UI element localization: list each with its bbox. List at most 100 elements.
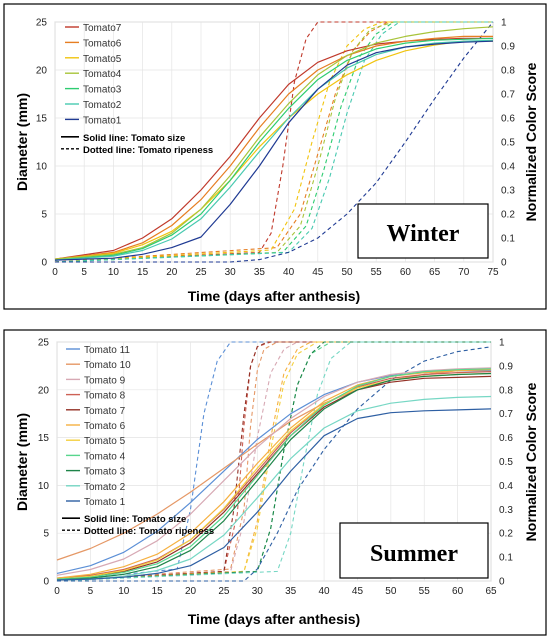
summer-y2-tick-label: 1 [499,338,505,349]
winter-x-tick-label: 35 [254,267,266,278]
summer-legend-note-solid: Solid line: Tomato size [84,514,186,525]
summer-tomato10-ripeness-line [56,341,491,582]
summer-y-tick-label: 0 [43,577,49,588]
winter-y-axis-label: Diameter (mm) [14,93,30,191]
winter-y2-tick-label: 0.3 [501,186,515,197]
winter-y2-tick-label: 1 [501,18,507,29]
summer-legend-entry: Tomato 11 [84,345,130,356]
winter-tomato4-size-line [54,26,494,260]
winter-season-box [357,203,489,259]
summer-x-tick-label: 65 [485,586,497,597]
winter-legend-entry: Tomato3 [83,85,122,96]
summer-tomato8-size-line [56,371,492,579]
summer-tomato4-size-line [56,368,492,580]
winter-y-tick-label: 20 [36,66,48,77]
summer-y2-tick-label: 0.8 [499,385,513,396]
summer-y-tick-label: 5 [43,529,49,540]
summer-tomato6-ripeness-line [56,341,491,582]
winter-x-tick-label: 45 [312,267,324,278]
summer-tomato7-ripeness-line [56,341,491,582]
summer-panel-frame [3,329,547,636]
winter-y2-tick-label: 0.4 [501,162,515,173]
summer-tomato9-ripeness-line [56,341,491,582]
summer-x-tick-label: 10 [118,586,130,597]
winter-y2-tick-label: 0.5 [501,138,515,149]
winter-x-tick-label: 5 [81,267,87,278]
summer-ripeness-lines [56,341,492,582]
summer-tomato6-size-line [56,369,492,579]
winter-legend-entry: Tomato4 [83,69,122,80]
summer-y-axis-label: Diameter (mm) [14,413,30,511]
winter-y2-axis-label: Normalized Color Score [523,62,539,221]
summer-legend-entry: Tomato 8 [84,391,126,402]
winter-x-tick-label: 50 [341,267,353,278]
winter-legend: Tomato7 Tomato6 Tomato5 Tomato4 Tomato3 Tomat… [61,23,213,156]
winter-legend-entry: Tomato1 [83,115,122,126]
winter-x-tick-label: 60 [400,267,412,278]
summer-y-tick-label: 20 [38,385,50,396]
summer-legend-entry: Tomato 1 [84,497,126,508]
winter-x-tick-label: 10 [108,267,120,278]
summer-y2-tick-label: 0.1 [499,553,513,564]
winter-x-axis-label: Time (days after anthesis) [188,288,360,304]
summer-y2-tick-label: 0 [499,577,505,588]
winter-tomato1-ripeness-line [55,21,494,263]
summer-y2-tick-label: 0.7 [499,409,513,420]
winter-tomato3-size-line [54,37,494,261]
winter-y-ticks: 0 5 10 15 20 25 [36,18,48,269]
summer-legend: Tomato 11 Tomato 10 Tomato 9 Tomato 8 Tomato… [62,345,214,537]
winter-x-tick-label: 40 [283,267,295,278]
winter-x-tick-label: 65 [429,267,441,278]
winter-tomato3-ripeness-line [54,21,493,263]
summer-legend-entry: Tomato 6 [84,421,126,432]
winter-y-tick-label: 0 [41,258,47,269]
winter-y2-tick-label: 0.2 [501,210,515,221]
summer-tomato1-size-line [56,408,492,581]
winter-y2-tick-label: 0.6 [501,114,515,125]
winter-legend-entry: Tomato5 [83,54,122,65]
summer-tomato11-ripeness-line [56,341,491,582]
summer-y2-tick-label: 0.6 [499,433,513,444]
summer-y-tick-label: 10 [38,481,50,492]
winter-tomato2-ripeness-line [54,21,493,263]
summer-y2-tick-label: 0.2 [499,529,513,540]
summer-tomato1-ripeness-line [57,346,492,582]
winter-tomato4-ripeness-line [54,21,493,263]
summer-y2-tick-label: 0.5 [499,457,513,468]
winter-y-tick-label: 25 [36,18,48,29]
summer-y-tick-label: 15 [38,433,50,444]
summer-y2-tick-label: 0.9 [499,361,513,372]
summer-legend-entry: Tomato 10 [84,360,131,371]
winter-tomato7-size-line [54,37,493,260]
winter-x-tick-label: 30 [225,267,237,278]
summer-tomato9-size-line [56,367,492,576]
summer-x-axis-label: Time (days after anthesis) [188,611,360,627]
summer-tomato7-size-line [56,375,492,580]
winter-season-label: Winter [387,221,460,247]
winter-x-tick-label: 75 [487,267,499,278]
winter-tomato2-size-line [54,39,494,261]
summer-tomato3-ripeness-line [56,341,491,582]
winter-tomato6-ripeness-line [54,21,493,263]
winter-y2-tick-label: 0.1 [501,234,515,245]
summer-season-box [339,522,489,579]
winter-tomato7-ripeness-line [54,21,493,263]
winter-y2-tick-label: 0.9 [501,42,515,53]
summer-x-tick-label: 55 [419,586,431,597]
summer-y2-axis-label: Normalized Color Score [523,382,539,541]
winter-tomato6-size-line [54,35,493,260]
winter-x-tick-label: 15 [137,267,149,278]
winter-ripeness-lines [54,21,494,263]
winter-y2-tick-label: 0.7 [501,90,515,101]
summer-tomato2-size-line [56,395,492,581]
summer-x-tick-label: 30 [252,586,264,597]
summer-legend-note-dotted: Dotted line: Tomato ripeness [84,526,214,537]
summer-x-tick-label: 5 [88,586,94,597]
summer-x-tick-label: 0 [54,586,60,597]
winter-y2-tick-label: 0 [501,258,507,269]
winter-x-tick-label: 20 [166,267,178,278]
summer-size-lines [56,367,492,581]
summer-legend-entry: Tomato 7 [84,406,126,417]
summer-y-ticks: 0 5 10 15 20 25 [38,338,50,588]
